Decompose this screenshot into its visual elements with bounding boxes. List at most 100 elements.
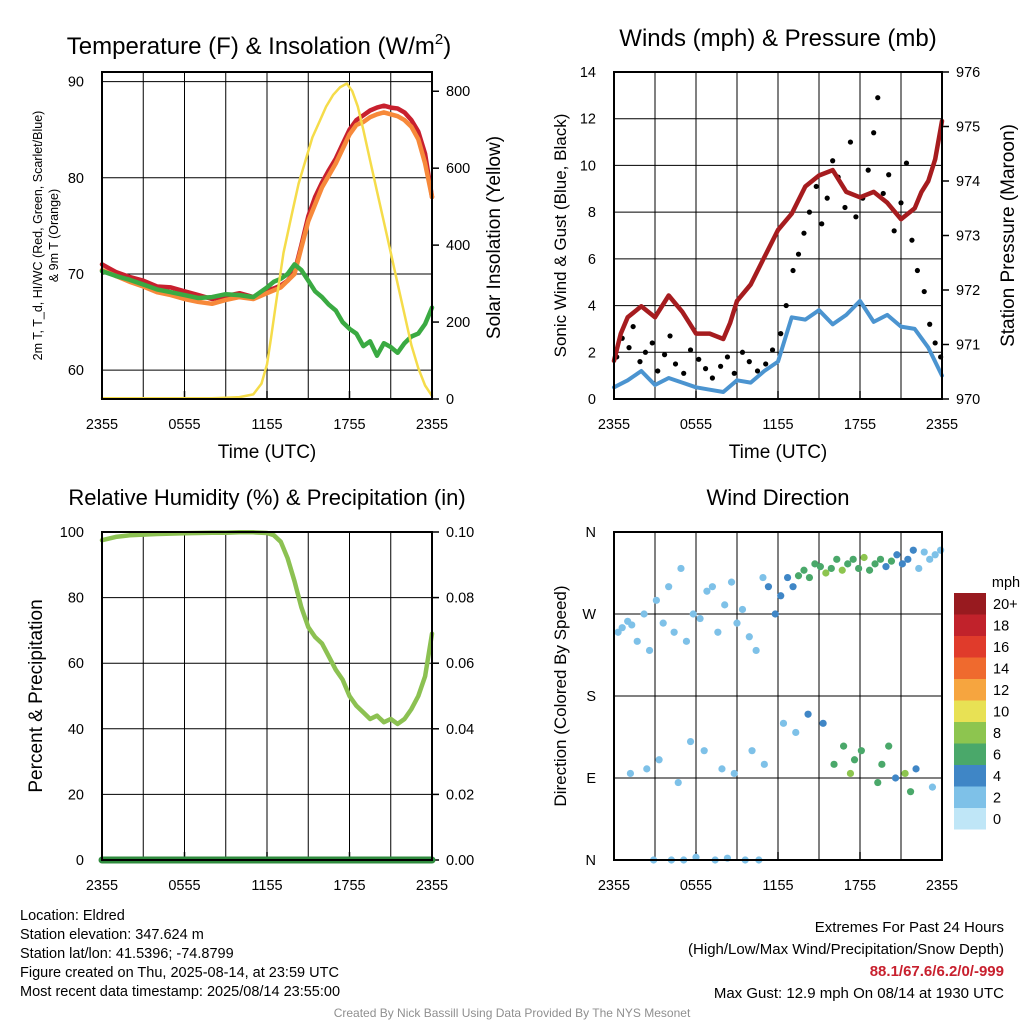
- plot-frame: [101, 71, 433, 400]
- direction-point: [822, 569, 830, 577]
- direction-point: [857, 747, 865, 755]
- y-axis-label: Sonic Wind & Gust (Blue, Black): [551, 114, 570, 358]
- gust-point: [824, 195, 830, 201]
- direction-point: [643, 765, 651, 773]
- direction-point: [640, 610, 648, 618]
- gust-point: [637, 359, 643, 365]
- temperature-panel: 2355 0555 1155 1755 2355 60 70 80 90 0 200 400 600 80…: [31, 31, 505, 463]
- x-tick-label: 2355: [598, 878, 630, 894]
- gust-point: [909, 237, 915, 243]
- direction-point: [682, 637, 691, 645]
- x-tick-label: 2355: [598, 417, 630, 433]
- gust-point: [655, 368, 661, 374]
- gust-point: [853, 214, 859, 220]
- direction-point: [745, 633, 753, 641]
- direction-point: [931, 551, 939, 559]
- series-line: [99, 110, 435, 307]
- direction-point: [882, 563, 890, 571]
- direction-point: [677, 564, 685, 573]
- legend-swatch: [954, 743, 986, 765]
- gust-point: [830, 158, 836, 164]
- gust-point: [681, 370, 687, 376]
- recent-data-text: Most recent data timestamp: 2025/08/14 2…: [20, 984, 341, 1000]
- direction-point: [645, 646, 654, 655]
- x-tick-label: 2355: [926, 417, 958, 433]
- y2-tick-label: 972: [956, 283, 980, 299]
- y-tick-label: 90: [68, 75, 84, 91]
- direction-point: [760, 760, 768, 768]
- x-tick-label: 0555: [680, 878, 712, 894]
- direction-point: [878, 760, 886, 768]
- direction-point: [752, 646, 760, 655]
- y2-tick-label: 600: [446, 161, 470, 177]
- max-gust-text: Max Gust: 12.9 mph On 08/14 at 1930 UTC: [713, 985, 1004, 1002]
- direction-point: [849, 555, 857, 563]
- direction-point: [874, 778, 882, 787]
- credit-text: Created By Nick Bassill Using Data Provi…: [333, 1006, 691, 1020]
- direction-point: [789, 583, 797, 591]
- legend-label: 10: [993, 704, 1009, 720]
- direction-point: [655, 756, 663, 764]
- x-axis-label: Time (UTC): [218, 442, 317, 463]
- y2-tick-label: 975: [956, 120, 980, 136]
- gust-point: [642, 349, 649, 355]
- direction-point: [876, 555, 885, 563]
- y2-tick-label: 400: [446, 238, 470, 254]
- direction-point: [689, 610, 697, 618]
- legend-swatch: [954, 722, 986, 744]
- direction-point: [811, 560, 819, 568]
- y2-tick-label: 0: [446, 392, 454, 408]
- gust-point: [813, 183, 819, 190]
- direction-point: [794, 572, 803, 580]
- y2-tick-label: 0.04: [446, 722, 474, 738]
- x-tick-label: 0555: [680, 417, 712, 433]
- legend-label: 8: [993, 726, 1001, 742]
- extremes-subtitle: (High/Low/Max Wind/Precipitation/Snow De…: [688, 941, 1004, 958]
- direction-point: [840, 742, 848, 750]
- x-tick-label: 2355: [86, 878, 118, 894]
- legend-swatch: [954, 657, 986, 679]
- direction-point: [833, 555, 841, 563]
- direction-point: [865, 566, 874, 574]
- gust-point: [806, 209, 813, 215]
- elevation-text: Station elevation: 347.624 m: [20, 927, 204, 943]
- plot-frame: [613, 531, 943, 861]
- series-line: [99, 530, 435, 727]
- direction-point: [906, 788, 915, 796]
- x-tick-label: 2355: [416, 417, 448, 433]
- y2-tick-label: 973: [956, 229, 980, 245]
- gust-point: [914, 267, 921, 274]
- y-tick-label: E: [586, 771, 596, 787]
- direction-point: [804, 710, 812, 718]
- gust-point: [819, 221, 825, 227]
- y2-tick-label: 0.02: [446, 787, 474, 803]
- plot-frame: [613, 71, 943, 400]
- x-tick-label: 1755: [333, 878, 365, 894]
- series-line: [612, 298, 944, 394]
- gust-point: [921, 288, 927, 295]
- direction-point: [891, 774, 900, 782]
- gust-point: [795, 251, 802, 257]
- direction-point: [792, 728, 800, 737]
- direction-point: [703, 587, 711, 595]
- direction-point: [819, 719, 827, 727]
- gust-point: [687, 347, 694, 353]
- gust-point: [709, 375, 716, 381]
- direction-point: [633, 637, 641, 645]
- gust-point: [702, 366, 709, 372]
- gust-point: [649, 340, 655, 346]
- x-tick-label: 1755: [844, 878, 876, 894]
- direction-point: [912, 765, 920, 773]
- y-tick-label: 14: [580, 65, 596, 81]
- legend-swatch: [954, 700, 986, 722]
- gust-point: [801, 230, 807, 236]
- y-tick-label: 8: [588, 205, 596, 221]
- gust-point: [672, 361, 679, 367]
- x-tick-label: 2355: [86, 417, 118, 433]
- chart-title: Wind Direction: [706, 485, 849, 510]
- y-tick-label: 20: [68, 787, 84, 803]
- direction-point: [674, 778, 682, 787]
- gust-point: [718, 363, 724, 369]
- y-tick-label: 60: [68, 656, 84, 672]
- y-tick-label: 80: [68, 591, 84, 607]
